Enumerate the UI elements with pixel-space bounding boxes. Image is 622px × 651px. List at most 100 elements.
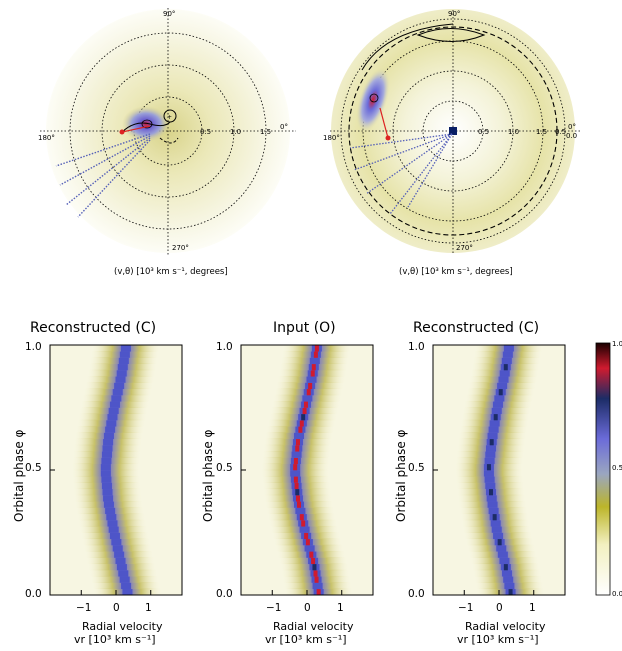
spectrum-core: [494, 394, 505, 402]
spectrum-core: [484, 475, 495, 483]
spectrum-core: [304, 544, 315, 552]
spectrum-core: [312, 582, 323, 590]
x-axis-label: Radial velocity: [465, 620, 546, 633]
spectrum-core: [496, 544, 507, 552]
spectrum-core: [483, 469, 494, 477]
spectrum-core: [102, 488, 113, 496]
spectrum-peak: [299, 419, 304, 427]
spectrum-peak: [295, 494, 300, 502]
spectrum-core: [102, 444, 113, 452]
spectrum-peak: [309, 550, 314, 558]
spectrum-peak: [313, 569, 318, 577]
x-tick: 0: [304, 602, 311, 614]
spectrum-peak: [299, 513, 304, 521]
map-right-caption: (v,θ) [10³ km s⁻¹, degrees]: [399, 267, 513, 277]
spectrum-peak: [303, 400, 308, 408]
spectrum-core: [503, 575, 514, 583]
spectrum-core: [302, 394, 313, 402]
map-right-angle-bottom: 270°: [456, 244, 473, 252]
y-tick: 0.0: [408, 588, 425, 600]
spectrum-peak: [503, 363, 508, 371]
spectrum-core: [103, 494, 114, 502]
spectrum-peak: [295, 488, 300, 496]
spectrum-peak: [489, 438, 494, 446]
y-axis-label: Orbital phase φ: [12, 429, 26, 522]
x-tick: −1: [458, 602, 474, 614]
spectrum-core: [120, 344, 131, 352]
spectrum-core: [105, 507, 116, 515]
spectrum-core: [103, 432, 114, 440]
map-right-angle-left: 180°: [323, 134, 340, 142]
spectrum-peak: [295, 444, 300, 452]
trailed-panel-2: [240, 344, 374, 596]
spectrum-peak: [313, 350, 318, 358]
x-tick: −1: [266, 602, 282, 614]
y-tick: 0.5: [216, 462, 233, 474]
spectrum-core: [491, 525, 502, 533]
map-left-angle-left: 180°: [38, 134, 55, 142]
colorbar-tick: 0.0: [612, 590, 622, 598]
y-tick: 1.0: [25, 341, 42, 353]
spectrum-core: [493, 532, 504, 540]
spectrum-core: [109, 532, 120, 540]
spectrum-core: [101, 475, 112, 483]
trailed-spectra: [49, 344, 566, 596]
spectrum-core: [116, 563, 127, 571]
spectrum-peak: [297, 500, 302, 508]
map-left-ring-label: 0.5: [200, 128, 212, 136]
spectrum-core: [291, 450, 302, 458]
spectrum-core: [502, 350, 513, 358]
spectrum-core: [309, 357, 320, 365]
spectrum-peak: [304, 532, 309, 540]
map-right-ring-label: 1.0: [508, 128, 520, 136]
y-axis-label: Orbital phase φ: [201, 429, 215, 522]
spectrum-peak: [497, 538, 502, 546]
spectrum-core: [100, 463, 111, 471]
spectrum-core: [489, 419, 500, 427]
spectrum-core: [290, 469, 301, 477]
y-axis-label: Orbital phase φ: [394, 429, 408, 522]
spectrum-core: [295, 507, 306, 515]
spectrum-peak: [308, 382, 313, 390]
spectrum-core: [119, 350, 130, 358]
colorbar: [595, 342, 611, 596]
spectrum-core: [115, 375, 126, 383]
map-left-ring-label: 1.5: [260, 128, 272, 136]
spectrum-core: [114, 382, 125, 390]
colorbar-tick: 1.0: [612, 340, 622, 348]
y-tick: 1.0: [408, 341, 425, 353]
spectrum-core: [486, 444, 497, 452]
y-tick: 0.0: [25, 588, 42, 600]
spectrum-peak: [489, 488, 494, 496]
spectrum-core: [122, 588, 133, 596]
spectrum-peak: [314, 344, 319, 352]
map-right-ring-label: 0.5: [478, 128, 490, 136]
spectrum-core: [118, 357, 129, 365]
spectrum-peak: [486, 463, 491, 471]
doppler-map-left: +: [40, 8, 296, 256]
x-axis-label: Radial velocity: [82, 620, 163, 633]
trailed-panel-1: [49, 344, 183, 596]
map-left-caption: (v,θ) [10³ km s⁻¹, degrees]: [114, 267, 228, 277]
spectrum-peak: [293, 475, 298, 483]
y-tick: 0.5: [408, 462, 425, 474]
spectrum-core: [112, 388, 123, 396]
map-right-angle-top: 90°: [448, 10, 461, 18]
spectrum-core: [497, 382, 508, 390]
x-tick: 0: [113, 602, 120, 614]
spectrum-peak: [508, 588, 513, 596]
spectrum-core: [107, 519, 118, 527]
map-left-angle-bottom: 270°: [172, 244, 189, 252]
spectrum-core: [503, 344, 514, 352]
y-tick: 0.0: [216, 588, 233, 600]
x-tick: 0: [496, 602, 503, 614]
spectrum-core: [108, 407, 119, 415]
spectrum-peak: [294, 482, 299, 490]
spectrum-peak: [302, 407, 307, 415]
map-right-angle-right: 0°: [568, 123, 576, 131]
y-tick: 0.5: [25, 462, 42, 474]
spectrum-core: [299, 525, 310, 533]
spectrum-peak: [293, 457, 298, 465]
spectrum-core: [491, 407, 502, 415]
spectrum-core: [101, 482, 112, 490]
